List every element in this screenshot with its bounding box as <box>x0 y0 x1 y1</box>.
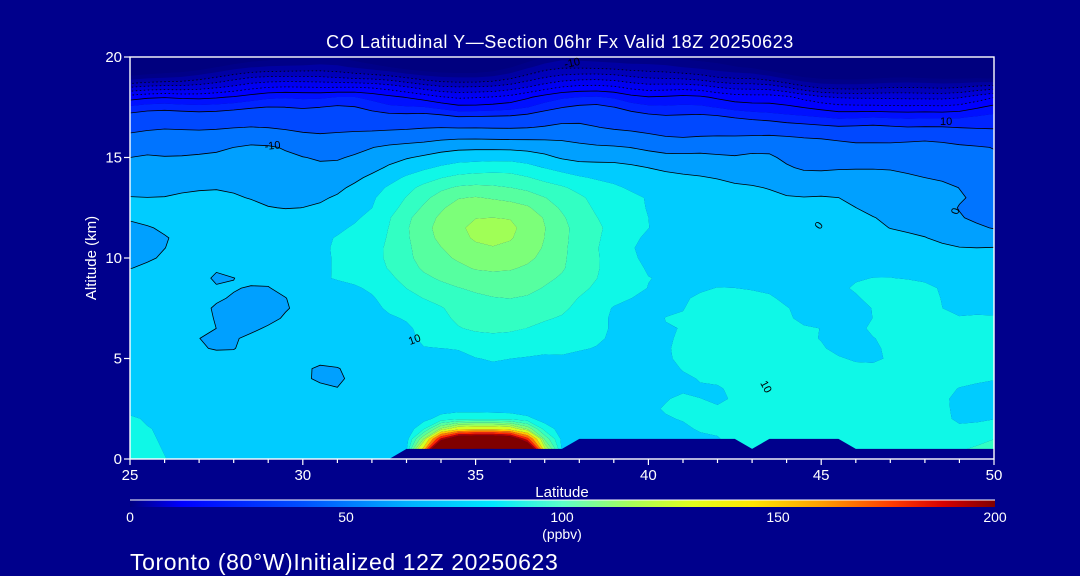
svg-text:45: 45 <box>813 467 830 484</box>
svg-text:Toronto (80°W)Initialized 12Z: Toronto (80°W)Initialized 12Z 20250623 <box>130 549 558 575</box>
svg-text:50: 50 <box>986 467 1003 484</box>
svg-text:25: 25 <box>122 467 139 484</box>
svg-text:Altitude (km): Altitude (km) <box>83 216 100 300</box>
svg-text:(ppbv): (ppbv) <box>542 526 582 542</box>
svg-text:20: 20 <box>105 49 122 66</box>
svg-text:-10: -10 <box>264 139 281 153</box>
svg-text:35: 35 <box>467 467 484 484</box>
svg-text:15: 15 <box>105 150 122 167</box>
svg-text:50: 50 <box>338 509 354 525</box>
svg-text:5: 5 <box>114 351 122 368</box>
svg-text:10: 10 <box>940 116 952 128</box>
svg-text:10: 10 <box>105 250 122 267</box>
svg-text:CO Latitudinal Y—Section 06hr: CO Latitudinal Y—Section 06hr Fx Valid 1… <box>326 32 794 52</box>
svg-text:40: 40 <box>640 467 657 484</box>
svg-text:0: 0 <box>126 509 134 525</box>
svg-text:150: 150 <box>766 509 790 525</box>
svg-text:0: 0 <box>114 451 122 468</box>
svg-text:100: 100 <box>550 509 574 525</box>
svg-text:200: 200 <box>983 509 1007 525</box>
svg-text:Latitude: Latitude <box>535 484 588 501</box>
svg-text:30: 30 <box>294 467 311 484</box>
